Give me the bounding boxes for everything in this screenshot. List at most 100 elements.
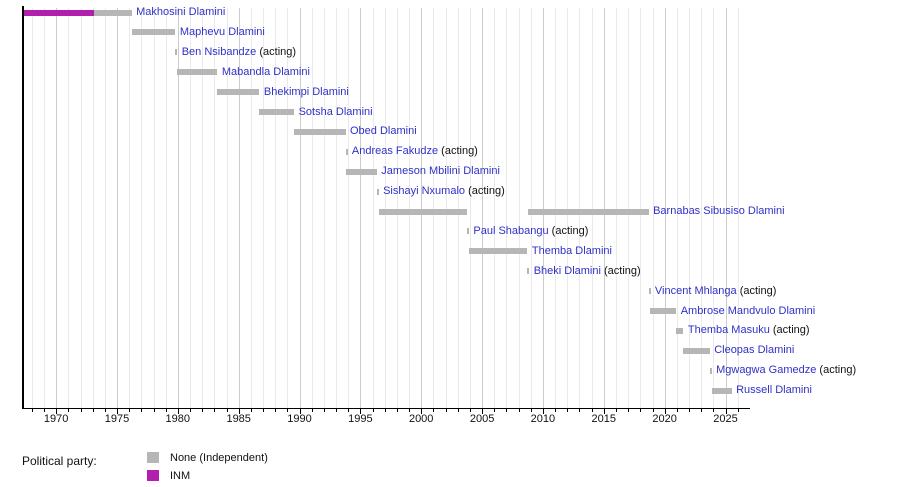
axis-tick-label: 1975	[104, 412, 130, 425]
axis-tick	[433, 409, 435, 412]
person-link[interactable]: Andreas Fakudze	[351, 145, 439, 158]
axis-tick	[202, 409, 204, 412]
grid-line	[506, 8, 508, 408]
axis-tick-label: 2025	[713, 412, 738, 425]
term-bar	[528, 208, 649, 215]
grid-line	[202, 8, 204, 408]
person-link[interactable]: Makhosini Dlamini	[136, 6, 226, 18]
grid-line	[737, 8, 739, 408]
grid-line	[530, 8, 532, 408]
acting-suffix: (acting)	[256, 45, 297, 58]
person-link[interactable]: Themba Masuku	[687, 324, 770, 337]
grid-line	[494, 8, 496, 408]
acting-term-tick	[709, 367, 712, 374]
term-bar	[93, 9, 132, 16]
grid-line	[311, 8, 313, 408]
row-label: Themba Masuku (acting)	[688, 324, 810, 337]
axis-tick	[725, 409, 727, 414]
row-label: Cleopas Dlamini	[714, 344, 794, 357]
person-link[interactable]: Themba Dlamini	[531, 244, 612, 257]
acting-suffix: (acting)	[600, 264, 641, 277]
acting-term-tick	[527, 268, 530, 275]
legend: Political party: None (Independent) INM	[22, 452, 882, 486]
row-label: Vincent Mhlanga (acting)	[655, 285, 777, 298]
grid-line	[457, 8, 459, 408]
term-bar	[24, 9, 94, 16]
person-link[interactable]: Bheki Dlamini	[533, 264, 601, 277]
axis-tick	[457, 409, 459, 412]
acting-term-tick	[467, 228, 470, 235]
axis-tick-label: 1980	[165, 412, 191, 425]
grid-line	[117, 8, 118, 408]
axis-tick	[494, 409, 496, 412]
term-bar	[683, 347, 710, 354]
acting-suffix: (acting)	[816, 364, 857, 377]
grid-line	[68, 8, 70, 408]
row-label: Sotsha Dlamini	[299, 106, 373, 119]
grid-line	[372, 8, 374, 408]
axis-tick	[542, 409, 544, 414]
term-bar	[378, 208, 468, 215]
axis-tick	[360, 409, 362, 414]
person-link[interactable]: Ambrose Mandvulo Dlamini	[680, 304, 816, 317]
axis-tick	[506, 409, 508, 412]
grid-line	[384, 8, 386, 408]
grid-line	[275, 8, 277, 408]
person-link[interactable]: Mgwagwa Gamedze	[716, 364, 817, 377]
axis-tick	[165, 409, 167, 412]
person-link[interactable]: Mabandla Dlamini	[221, 65, 310, 78]
row-label: Andreas Fakudze (acting)	[352, 145, 478, 158]
grid-line	[579, 8, 581, 408]
person-link[interactable]: Sishayi Nxumalo	[383, 185, 466, 198]
row-label: Ambrose Mandvulo Dlamini	[681, 305, 816, 318]
person-link[interactable]: Cleopas Dlamini	[714, 344, 795, 357]
grid-line	[141, 8, 143, 408]
grid-line	[214, 8, 216, 408]
axis-tick	[482, 409, 484, 414]
grid-line	[92, 8, 94, 408]
person-link[interactable]: Maphevu Dlamini	[179, 25, 265, 38]
person-link[interactable]: Russell Dlamini	[736, 384, 812, 397]
grid-line	[567, 8, 569, 408]
axis-tick-label: 2020	[652, 412, 677, 425]
row-label: Jameson Mbilini Dlamini	[381, 165, 500, 178]
person-link[interactable]: Vincent Mhlanga	[654, 284, 737, 297]
grid-line	[226, 8, 228, 408]
axis-tick	[640, 409, 642, 412]
axis-tick-label: 2005	[469, 412, 495, 425]
person-link[interactable]: Paul Shabangu	[473, 224, 549, 237]
person-link[interactable]: Sotsha Dlamini	[298, 105, 373, 118]
term-bar	[131, 29, 176, 36]
person-link[interactable]: Obed Dlamini	[350, 125, 417, 138]
grid-line	[44, 8, 45, 408]
axis-tick	[689, 409, 690, 412]
grid-line	[421, 8, 423, 408]
person-link[interactable]: Jameson Mbilini Dlamini	[381, 165, 500, 178]
acting-term-tick	[648, 288, 651, 295]
grid-line	[250, 8, 252, 408]
grid-line	[348, 8, 350, 408]
grid-line	[652, 8, 654, 408]
acting-term-tick	[175, 49, 178, 56]
grid-line	[287, 8, 289, 408]
axis-tick	[530, 409, 532, 412]
grid-line	[640, 8, 642, 408]
acting-suffix: (acting)	[548, 224, 589, 237]
person-link[interactable]: Ben Nsibandze	[181, 45, 257, 58]
axis-tick-label: 2015	[591, 412, 617, 425]
axis-tick	[190, 409, 191, 412]
axis-tick	[117, 409, 118, 414]
y-axis-line	[22, 6, 24, 408]
axis-tick	[603, 409, 605, 414]
acting-suffix: (acting)	[438, 145, 478, 158]
axis-tick	[336, 409, 337, 412]
grid-line	[664, 8, 666, 408]
person-link[interactable]: Barnabas Sibusiso Dlamini	[653, 205, 785, 217]
person-link[interactable]: Bhekimpi Dlamini	[263, 85, 349, 98]
grid-line	[409, 8, 411, 408]
axis-tick	[469, 409, 471, 412]
term-bar	[711, 387, 732, 394]
row-label: Sishayi Nxumalo (acting)	[383, 185, 505, 198]
grid-line	[177, 8, 179, 408]
